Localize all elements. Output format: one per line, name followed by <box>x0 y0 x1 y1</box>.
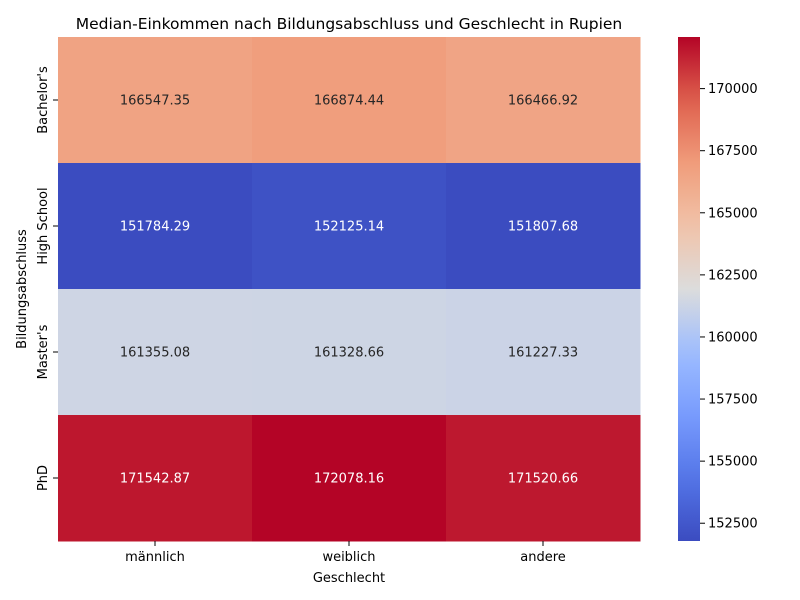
cell-value-label: 171542.87 <box>120 472 190 487</box>
x-tick-label: männlich <box>125 550 185 565</box>
colorbar-tick-label: 167500 <box>708 144 758 159</box>
heatmap-cell <box>252 163 447 290</box>
cell-value-label: 166466.92 <box>508 94 578 109</box>
colorbar-tick-label: 155000 <box>708 455 758 470</box>
colorbar-tick-label: 157500 <box>708 393 758 408</box>
colorbar-tick-label: 152500 <box>708 517 758 532</box>
cell-value-label: 171520.66 <box>508 472 578 487</box>
heatmap-cell <box>446 289 641 416</box>
y-tick-label: PhD <box>36 465 51 491</box>
y-tick-label: Bachelor's <box>36 66 51 134</box>
colorbar-tick-label: 165000 <box>708 206 758 221</box>
x-tick-label: andere <box>520 550 566 565</box>
colorbar-tick-label: 162500 <box>708 268 758 283</box>
heatmap-cell <box>252 415 447 542</box>
heatmap-cell <box>446 415 641 542</box>
heatmap-value-labels: 166547.35 166874.44 166466.92 151784.29 1521… <box>120 94 578 487</box>
cell-value-label: 152125.14 <box>314 220 384 235</box>
heatmap-cell <box>446 37 641 164</box>
heatmap-cell <box>58 289 253 416</box>
y-axis-label: Bildungsabschluss <box>15 229 30 349</box>
cell-value-label: 166547.35 <box>120 94 190 109</box>
cell-value-label: 151784.29 <box>120 220 190 235</box>
colorbar-tick-label: 160000 <box>708 330 758 345</box>
cell-value-label: 161328.66 <box>314 346 384 361</box>
x-tick-label: weiblich <box>322 550 375 565</box>
heatmap-cell <box>58 415 253 542</box>
heatmap-cell <box>58 163 253 290</box>
colorbar-ticks: 152500 155000 157500 160000 162500 165000 1675… <box>700 82 758 532</box>
cell-value-label: 172078.16 <box>314 472 384 487</box>
heatmap-cell <box>446 163 641 290</box>
cell-value-label: 161227.33 <box>508 346 578 361</box>
y-tick-label: High School <box>36 187 51 264</box>
heatmap-cell <box>58 37 253 164</box>
cell-value-label: 151807.68 <box>508 220 578 235</box>
colorbar <box>678 37 700 541</box>
x-axis: männlich weiblich andere <box>125 541 566 565</box>
heatmap-cell <box>252 289 447 416</box>
cell-value-label: 166874.44 <box>314 94 384 109</box>
chart-title: Median-Einkommen nach Bildungsabschluss … <box>76 15 623 33</box>
cell-value-label: 161355.08 <box>120 346 190 361</box>
y-axis: Bachelor's High School Master's PhD <box>36 66 58 491</box>
heatmap-cells <box>58 37 641 542</box>
x-axis-label: Geschlecht <box>313 571 385 586</box>
colorbar-tick-label: 170000 <box>708 82 758 97</box>
y-tick-label: Master's <box>36 324 51 379</box>
heatmap-cell <box>252 37 447 164</box>
